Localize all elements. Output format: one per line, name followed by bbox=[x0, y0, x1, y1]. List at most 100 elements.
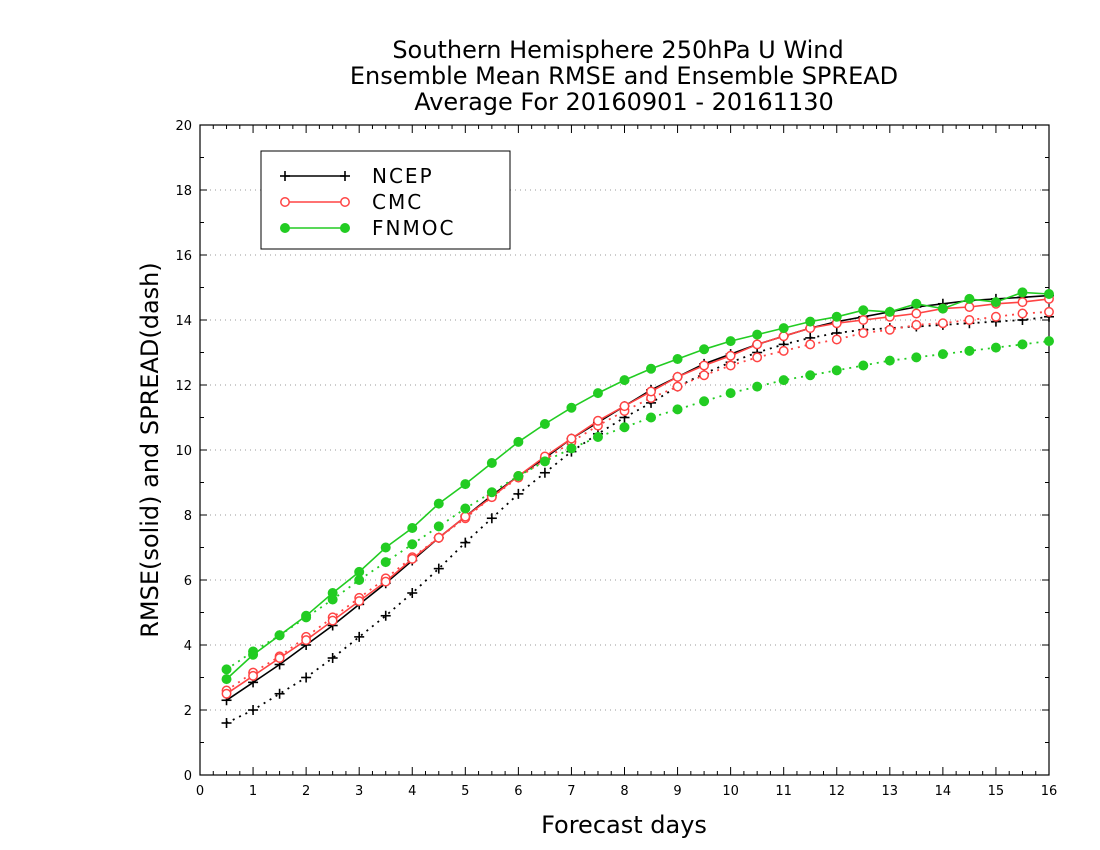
cmc-spread-point bbox=[858, 328, 869, 338]
cmc-rmse-point bbox=[619, 401, 630, 412]
legend-marker-ncep bbox=[280, 171, 290, 181]
fnmoc-spread-point bbox=[778, 375, 789, 386]
cmc-spread-point bbox=[1044, 306, 1054, 317]
fnmoc-spread-point bbox=[513, 471, 524, 481]
fnmoc-rmse-point bbox=[248, 649, 259, 660]
x-tick-label: 13 bbox=[882, 784, 899, 799]
legend-label-fnmoc: FNMOC bbox=[372, 216, 455, 240]
cmc-spread-point bbox=[884, 324, 895, 335]
fnmoc-rmse-point bbox=[460, 479, 471, 490]
cmc-spread-point bbox=[725, 360, 736, 371]
fnmoc-spread-point bbox=[1044, 336, 1054, 347]
fnmoc-spread-point bbox=[699, 396, 710, 407]
fnmoc-rmse-point bbox=[354, 566, 365, 577]
ncep-spread-point bbox=[539, 467, 550, 478]
cmc-spread-point bbox=[911, 319, 922, 330]
x-axis-label: Forecast days bbox=[541, 811, 707, 839]
fnmoc-spread-point bbox=[964, 345, 975, 356]
legend-marker-fnmoc bbox=[280, 223, 290, 233]
y-tick-label: 0 bbox=[184, 769, 192, 784]
x-tick-label: 1 bbox=[249, 784, 257, 799]
fnmoc-rmse-point bbox=[858, 305, 869, 316]
fnmoc-rmse-point bbox=[937, 303, 948, 314]
cmc-rmse-point bbox=[911, 308, 922, 319]
fnmoc-rmse-point bbox=[672, 354, 683, 364]
fnmoc-rmse-point bbox=[884, 306, 895, 317]
x-tick-label: 15 bbox=[988, 784, 1005, 799]
cmc-spread-point bbox=[1017, 308, 1028, 319]
legend-box bbox=[260, 150, 511, 250]
cmc-spread-point bbox=[937, 318, 948, 329]
legend-marker-cmc bbox=[340, 197, 350, 207]
legend-label-ncep: NCEP bbox=[372, 164, 434, 188]
chart-title-line-2: Ensemble Mean RMSE and Ensemble SPREAD bbox=[350, 62, 898, 90]
cmc-spread-point bbox=[699, 370, 710, 381]
cmc-rmse-point bbox=[725, 350, 736, 361]
cmc-rmse-point bbox=[752, 339, 763, 350]
fnmoc-spread-point bbox=[831, 365, 842, 376]
x-tick-label: 16 bbox=[1041, 784, 1058, 799]
cmc-spread-point bbox=[805, 339, 816, 350]
x-tick-label: 4 bbox=[408, 784, 416, 799]
fnmoc-rmse-point bbox=[911, 298, 922, 309]
y-axis-label: RMSE(solid) and SPREAD(dash) bbox=[136, 262, 164, 638]
y-tick-label: 16 bbox=[175, 249, 192, 264]
cmc-rmse-point bbox=[274, 653, 285, 663]
x-tick-label: 14 bbox=[935, 784, 952, 799]
chart-title-line-1: Southern Hemisphere 250hPa U Wind bbox=[392, 36, 843, 64]
cmc-rmse-line bbox=[226, 298, 1050, 695]
series-group bbox=[221, 287, 1054, 728]
fnmoc-rmse-point bbox=[327, 588, 338, 598]
cmc-spread-point bbox=[672, 381, 683, 392]
cmc-rmse-point bbox=[354, 596, 365, 607]
fnmoc-spread-point bbox=[539, 456, 550, 467]
x-tick-label: 9 bbox=[673, 784, 681, 799]
fnmoc-spread-line bbox=[225, 340, 1050, 671]
cmc-spread-line bbox=[225, 311, 1050, 692]
cmc-spread-point bbox=[752, 352, 763, 363]
cmc-rmse-point bbox=[566, 433, 577, 444]
fnmoc-rmse-point bbox=[805, 316, 816, 327]
fnmoc-rmse-point bbox=[1017, 287, 1028, 298]
y-tick-label: 2 bbox=[184, 704, 192, 719]
x-tick-label: 11 bbox=[775, 784, 792, 799]
fnmoc-rmse-point bbox=[990, 297, 1001, 308]
cmc-rmse-point bbox=[380, 576, 391, 587]
legend-marker-cmc bbox=[280, 197, 290, 207]
fnmoc-spread-point bbox=[884, 355, 895, 366]
x-tick-label: 8 bbox=[620, 784, 628, 799]
y-tick-label: 20 bbox=[175, 119, 192, 134]
fnmoc-spread-point bbox=[646, 412, 657, 423]
fnmoc-spread-point bbox=[486, 487, 497, 498]
cmc-spread-point bbox=[831, 334, 842, 345]
cmc-rmse-point bbox=[433, 532, 444, 543]
cmc-rmse-point bbox=[778, 331, 789, 342]
cmc-rmse-point bbox=[672, 371, 683, 382]
ncep-spread-point bbox=[486, 513, 497, 524]
fnmoc-rmse-point bbox=[619, 375, 630, 386]
fnmoc-rmse-point bbox=[1044, 289, 1054, 299]
y-tick-label: 8 bbox=[184, 509, 192, 524]
cmc-spread-point bbox=[990, 311, 1001, 322]
ncep-spread-point bbox=[380, 610, 391, 621]
x-tick-label: 5 bbox=[461, 784, 469, 799]
cmc-rmse-point bbox=[699, 360, 710, 371]
fnmoc-rmse-point bbox=[778, 323, 789, 334]
cmc-rmse-point bbox=[1017, 297, 1028, 308]
fnmoc-spread-point bbox=[619, 422, 630, 433]
fnmoc-rmse-point bbox=[566, 402, 577, 413]
chart-title-line-3: Average For 20160901 - 20161130 bbox=[414, 88, 834, 116]
fnmoc-spread-point bbox=[380, 557, 391, 568]
fnmoc-spread-point bbox=[752, 381, 763, 392]
ncep-spread-point bbox=[301, 672, 312, 683]
fnmoc-rmse-point bbox=[646, 363, 657, 374]
cmc-rmse-point bbox=[221, 688, 232, 699]
fnmoc-rmse-point bbox=[831, 311, 842, 322]
fnmoc-spread-point bbox=[407, 539, 418, 550]
fnmoc-rmse-point bbox=[964, 293, 975, 304]
fnmoc-spread-point bbox=[221, 664, 232, 675]
ncep-spread-point bbox=[433, 563, 444, 574]
cmc-rmse-point bbox=[593, 415, 603, 426]
